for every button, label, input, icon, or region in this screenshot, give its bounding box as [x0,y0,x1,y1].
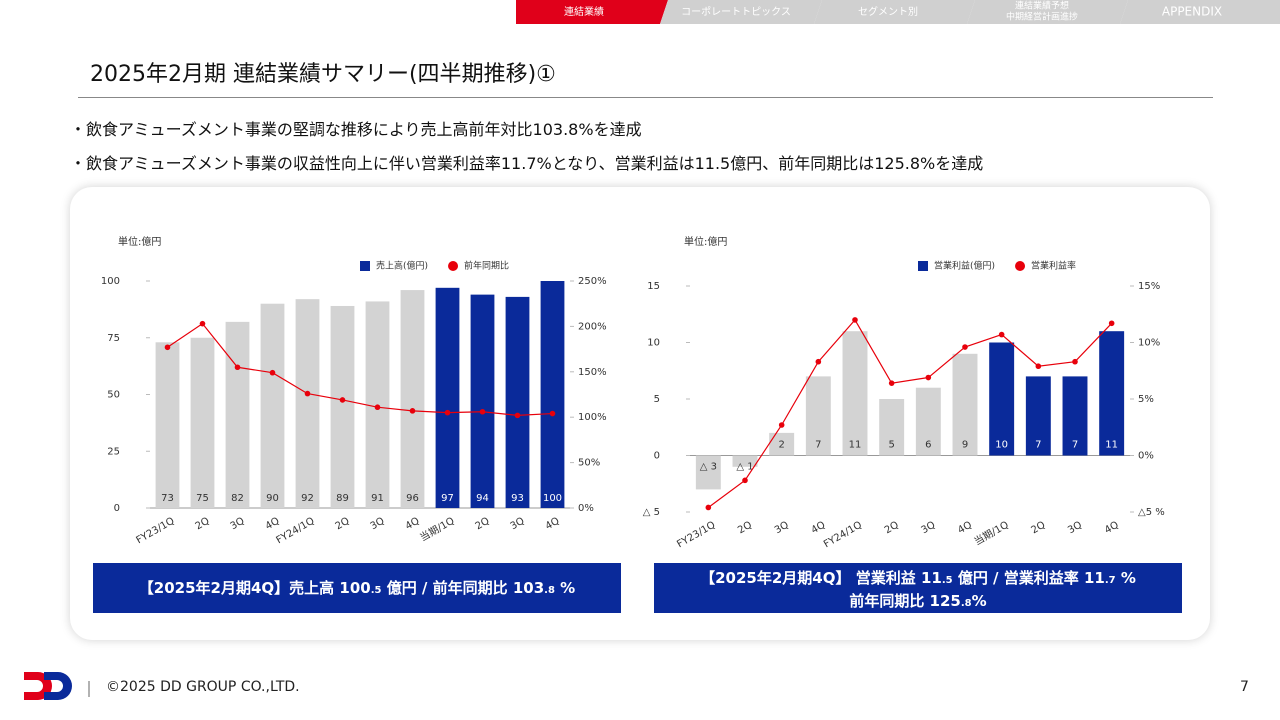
summary-text: % [971,592,987,610]
bullet: ・飲食アミューズメント事業の収益性向上に伴い営業利益率11.7%となり、営業利益… [70,154,984,173]
logo [44,672,72,700]
summary-text: 【2025年2月期4Q】売上高 100 [138,579,371,597]
summary-box: 【2025年2月期4Q】売上高 100.5 億円 / 前年同期比 103.8 % [93,563,621,613]
summary-text: % [554,579,576,597]
nav-label: セグメント別 [858,5,918,18]
summary-text: 【2025年2月期4Q】 営業利益 11 [700,569,942,587]
bullet: ・飲食アミューズメント事業の堅調な推移により売上高前年対比103.8%を達成 [70,120,642,139]
nav-tab [1120,0,1280,24]
copyright: ©2025 DD GROUP CO.,LTD. [106,679,300,695]
page-number: 7 [1240,679,1249,695]
summary-text: .8 [544,585,555,596]
summary-text: 億円 / 営業利益率 11 [952,569,1105,587]
nav-label: コーポレートトピックス [681,6,791,18]
title-rule [78,97,1213,98]
summary-text: 前年同期比 125 [849,592,961,610]
summary-text: .5 [941,575,953,586]
summary-line: 前年同期比 125.8% [654,591,1182,614]
summary-text: .5 [370,585,382,596]
nav-tab [660,0,822,24]
nav-label: 連結業績 [564,5,604,18]
summary-text: 億円 / 前年同期比 103 [381,579,545,597]
summary-line: 【2025年2月期4Q】 営業利益 11.5 億円 / 営業利益率 11.7 % [654,568,1182,591]
nav-label: 中期経営計画進捗 [1006,11,1078,23]
summary-text: .8 [960,598,972,609]
summary-box: 【2025年2月期4Q】 営業利益 11.5 億円 / 営業利益率 11.7 %… [654,563,1182,613]
logo [24,672,52,700]
nav-tab [814,0,975,24]
slide-title: 2025年2月期 連結業績サマリー(四半期推移)① [90,62,556,87]
nav-tab [516,0,668,24]
summary-text: % [1115,569,1136,587]
nav-tab [967,0,1128,24]
summary-text: .7 [1104,575,1116,586]
nav-label: APPENDIX [1162,5,1222,19]
nav-label: 連結業績予想 [1015,0,1069,12]
